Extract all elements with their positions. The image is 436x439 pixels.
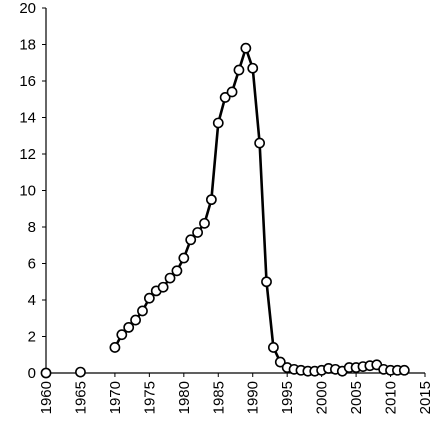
data-point bbox=[254, 137, 266, 149]
data-point bbox=[130, 314, 141, 326]
x-tick-label: 1995 bbox=[279, 381, 296, 414]
y-tick-label: 4 bbox=[28, 292, 36, 309]
y-tick-label: 0 bbox=[28, 365, 36, 382]
y-tick-label: 6 bbox=[28, 256, 36, 273]
x-tick-label: 2015 bbox=[417, 381, 434, 414]
data-point bbox=[75, 366, 86, 378]
data-point bbox=[199, 217, 210, 229]
data-point bbox=[192, 227, 203, 238]
data-point bbox=[398, 364, 410, 376]
x-tick-label: 1990 bbox=[245, 381, 262, 414]
x-tick-label: 1965 bbox=[72, 381, 89, 414]
data-point bbox=[261, 276, 272, 288]
data-point bbox=[40, 367, 52, 379]
data-point bbox=[219, 92, 231, 103]
series-1 bbox=[109, 42, 410, 377]
y-tick-label: 20 bbox=[19, 0, 36, 17]
y-tick-label: 18 bbox=[19, 37, 36, 54]
data-point bbox=[274, 356, 286, 368]
data-point bbox=[137, 305, 148, 317]
y-tick-label: 12 bbox=[19, 146, 36, 163]
x-tick-label: 2010 bbox=[383, 381, 400, 414]
data-point bbox=[123, 321, 135, 333]
data-point bbox=[267, 342, 279, 353]
y-axis: 0 2 4 6 8 10 12 14 16 18 20 bbox=[19, 0, 47, 382]
x-tick-label: 2005 bbox=[348, 381, 365, 414]
data-point bbox=[164, 272, 176, 284]
data-point bbox=[233, 64, 245, 76]
x-tick-label: 1975 bbox=[141, 381, 158, 414]
x-tick-label: 1960 bbox=[38, 381, 55, 414]
series-line bbox=[113, 46, 405, 373]
data-point bbox=[109, 342, 121, 353]
x-tick-label: 2000 bbox=[314, 381, 331, 414]
x-axis: 1960 1965 1970 1975 1980 1985 1990 1995 2000 2005… bbox=[38, 372, 434, 414]
data-point bbox=[171, 265, 183, 277]
y-tick-label: 10 bbox=[19, 183, 36, 200]
x-tick-label: 1980 bbox=[176, 381, 193, 414]
data-point bbox=[212, 117, 224, 129]
data-point bbox=[157, 281, 169, 293]
data-point bbox=[240, 42, 252, 54]
data-point bbox=[185, 234, 197, 246]
data-point bbox=[226, 86, 238, 98]
data-point bbox=[205, 194, 217, 206]
data-point bbox=[247, 62, 259, 74]
y-tick-label: 14 bbox=[19, 110, 36, 127]
series-layer bbox=[40, 42, 410, 379]
x-tick-label: 1970 bbox=[107, 381, 124, 414]
data-point bbox=[178, 252, 190, 264]
data-point bbox=[116, 329, 128, 341]
x-tick-label: 1985 bbox=[210, 381, 227, 414]
series-0 bbox=[40, 366, 86, 379]
y-tick-label: 8 bbox=[28, 219, 36, 236]
y-tick-label: 16 bbox=[19, 73, 36, 90]
data-point bbox=[143, 292, 155, 304]
y-tick-label: 2 bbox=[28, 329, 36, 346]
